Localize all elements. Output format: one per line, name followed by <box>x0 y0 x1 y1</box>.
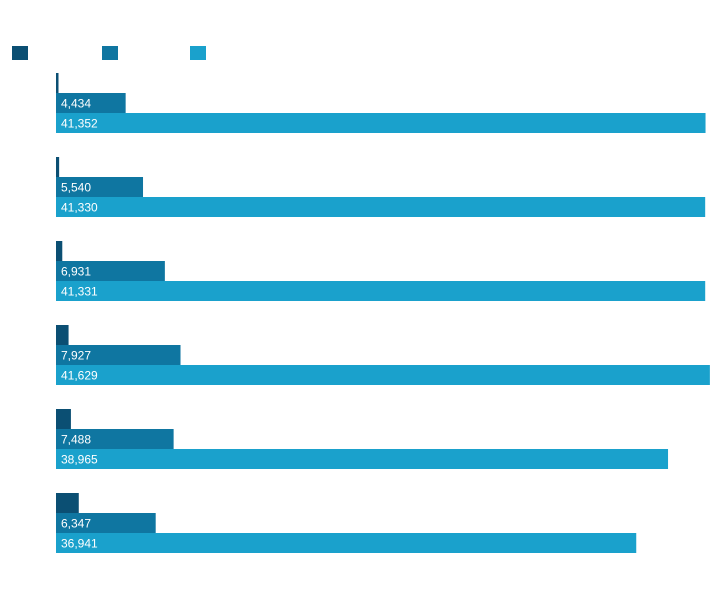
data-label-series-2-row-3: 6,931 <box>61 265 91 279</box>
bar-series-2-row-5 <box>56 429 174 449</box>
bar-series-1-row-5 <box>56 409 71 429</box>
legend <box>12 46 206 60</box>
data-label-series-2-row-5: 7,488 <box>61 433 91 447</box>
bar-series-2-row-6 <box>56 513 156 533</box>
bar-group-3: 6,931 41,331 <box>56 241 706 301</box>
bar-series-3-row-6 <box>56 533 637 553</box>
bar-group-1: 4,434 41,352 <box>56 73 706 133</box>
bar-series-3-row-3 <box>56 281 706 301</box>
bar-series-3-row-1 <box>56 113 706 133</box>
data-label-series-3-row-4: 41,629 <box>61 369 98 383</box>
data-label-series-3-row-5: 38,965 <box>61 453 98 467</box>
bar-series-3-row-5 <box>56 449 669 469</box>
data-label-series-3-row-3: 41,331 <box>61 285 98 299</box>
bar-series-2-row-4 <box>56 345 181 365</box>
bar-series-2-row-3 <box>56 261 165 281</box>
bar-series-1-row-2 <box>56 157 60 177</box>
bar-group-4: 7,927 41,629 <box>56 325 710 385</box>
bar-series-1-row-1 <box>56 73 59 93</box>
bar-series-2-row-2 <box>56 177 144 197</box>
data-label-series-2-row-1: 4,434 <box>61 97 91 111</box>
bar-series-2-row-1 <box>56 93 126 113</box>
bar-group-5: 7,488 38,965 <box>56 409 669 469</box>
bar-series-1-row-3 <box>56 241 63 261</box>
bar-series-1-row-6 <box>56 493 79 513</box>
bar-series-3-row-4 <box>56 365 710 385</box>
bar-group-2: 5,540 41,330 <box>56 157 706 217</box>
bar-series-3-row-2 <box>56 197 706 217</box>
data-label-series-2-row-4: 7,927 <box>61 349 91 363</box>
data-label-series-3-row-1: 41,352 <box>61 117 98 131</box>
legend-swatch-series-1 <box>12 46 28 60</box>
bar-group-6: 6,347 36,941 <box>56 493 637 553</box>
legend-swatch-series-2 <box>102 46 118 60</box>
legend-swatch-series-3 <box>190 46 206 60</box>
data-label-series-3-row-2: 41,330 <box>61 201 98 215</box>
bar-series-1-row-4 <box>56 325 69 345</box>
data-label-series-2-row-2: 5,540 <box>61 181 91 195</box>
data-label-series-3-row-6: 36,941 <box>61 537 98 551</box>
plot-area: 4,434 41,352 5,540 41,330 6,931 41,331 7,927 41… <box>56 73 710 553</box>
data-label-series-2-row-6: 6,347 <box>61 517 91 531</box>
